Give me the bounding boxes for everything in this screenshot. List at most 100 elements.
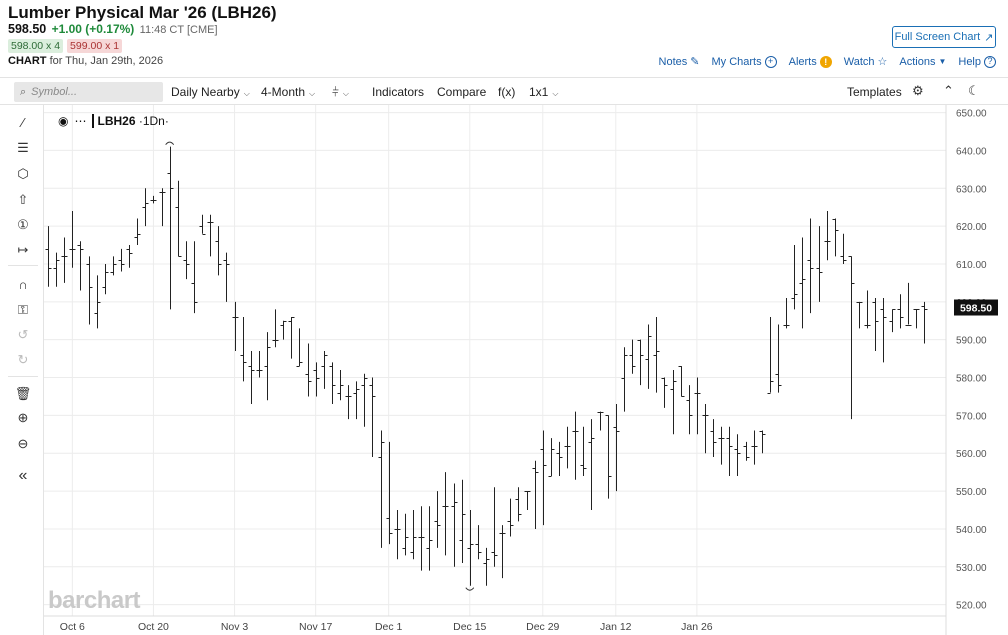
- ohlc-bar: [183, 241, 190, 280]
- dark-mode-icon[interactable]: ☾: [968, 83, 980, 98]
- ohlc-bar: [61, 237, 68, 283]
- eye-icon[interactable]: ◉: [58, 114, 69, 128]
- symbol-search-input[interactable]: ⌕ Symbol...: [14, 82, 163, 102]
- ohlc-bar: [248, 351, 255, 405]
- collapse-sidebar-icon[interactable]: «: [18, 467, 28, 484]
- compare-button[interactable]: Compare: [437, 85, 487, 99]
- more-icon[interactable]: ⋯: [74, 114, 87, 128]
- search-icon: ⌕: [20, 85, 27, 98]
- notes-link[interactable]: Notes ✎: [659, 55, 700, 69]
- y-tick-label: 540.00: [956, 525, 987, 536]
- fx-button[interactable]: f(x): [498, 85, 516, 99]
- ohlc-bar: [467, 510, 474, 586]
- number-tool-icon[interactable]: ①: [17, 217, 29, 232]
- ask-badge: 599.00 x 1: [67, 39, 123, 53]
- ohlc-bar: [734, 434, 741, 476]
- chevron-down-icon: ⌵: [243, 89, 250, 98]
- caret-down-icon: ▼: [938, 57, 947, 66]
- quote-time: 11:48 CT [CME]: [139, 24, 218, 36]
- interval-dropdown[interactable]: Daily Nearby ⌵: [171, 85, 250, 99]
- ohlc-bar: [743, 441, 750, 461]
- price-chart[interactable]: 520.00 530.00 540.00 550.00 560.00 570.00 580.…: [44, 105, 1008, 635]
- ohlc-bar: [134, 218, 141, 246]
- ohlc-bar: [540, 430, 547, 526]
- trash-icon[interactable]: 🗑︎: [14, 386, 32, 401]
- ohlc-bar: [272, 309, 279, 348]
- y-tick-label: 580.00: [956, 374, 987, 385]
- ohlc-bar: [369, 377, 376, 458]
- ohlc-bar: [426, 506, 433, 571]
- chart-label: CHART: [8, 55, 47, 67]
- ohlc-bar: [872, 298, 879, 352]
- ohlc-bar: [378, 430, 385, 548]
- ohlc-bar: [905, 282, 912, 326]
- alerts-label: Alerts: [788, 55, 817, 68]
- ohlc-bar: [832, 218, 839, 257]
- zoom-in-icon[interactable]: ⊕: [17, 410, 29, 425]
- undo-icon[interactable]: ↺: [17, 327, 29, 342]
- ohlc-bar: [556, 441, 563, 476]
- ohlc-bar: [621, 347, 628, 412]
- full-screen-chart-button[interactable]: Full Screen Chart ↗: [892, 26, 996, 48]
- ohlc-bar: [775, 324, 782, 393]
- page-title: Lumber Physical Mar '26 (LBH26): [8, 3, 277, 22]
- ohlc-bar: [507, 498, 514, 537]
- ohlc-bar: [110, 256, 117, 276]
- ohlc-bar: [807, 218, 814, 314]
- watch-link[interactable]: Watch ☆: [844, 55, 888, 69]
- redo-icon[interactable]: ↻: [17, 352, 29, 367]
- alert-icon: !: [819, 55, 832, 68]
- indicators-button[interactable]: Indicators: [372, 85, 425, 99]
- ohlc-bar: [77, 241, 84, 291]
- ohlc-bar: [118, 248, 125, 272]
- y-tick-label: 620.00: [956, 222, 987, 233]
- collapse-up-icon[interactable]: ⌃: [943, 83, 954, 98]
- ohlc-bar: [726, 426, 733, 476]
- range-dropdown[interactable]: 4-Month ⌵: [261, 85, 315, 99]
- alerts-link[interactable]: Alerts !: [788, 55, 832, 68]
- arrow-tool-icon[interactable]: ⇧: [17, 192, 29, 207]
- x-tick-label: Nov 17: [299, 621, 332, 633]
- ohlc-bar: [678, 366, 685, 397]
- x-tick-label: Oct 20: [138, 621, 169, 633]
- shape-tool-icon[interactable]: ⬡: [17, 166, 29, 181]
- fib-tool-icon[interactable]: ☰: [17, 140, 29, 155]
- search-placeholder: Symbol...: [31, 86, 78, 98]
- ohlc-bar: [459, 479, 466, 564]
- ohlc-bar: [548, 438, 555, 477]
- high-marker: [165, 141, 175, 145]
- chart-date-label: CHART for Thu, Jan 29th, 2026: [8, 55, 163, 67]
- ohlc-bar: [53, 252, 60, 287]
- price-change: +1.00 (+0.17%): [51, 22, 135, 36]
- full-screen-label: Full Screen Chart: [894, 31, 981, 43]
- bar-type-dropdown[interactable]: ⫩ ⌵: [332, 85, 349, 100]
- ohlc-bar: [69, 210, 76, 268]
- ohlc-bar: [597, 411, 604, 431]
- chart-area[interactable]: 520.00 530.00 540.00 550.00 560.00 570.00 580.…: [44, 105, 1008, 635]
- help-link[interactable]: Help ?: [958, 55, 996, 68]
- ohlc-bar: [394, 510, 401, 560]
- line-tool-icon[interactable]: ∕: [21, 114, 25, 130]
- layout-dropdown[interactable]: 1x1 ⌵: [529, 85, 558, 99]
- settings-gear-icon[interactable]: ⚙: [912, 83, 924, 98]
- star-icon: ☆: [877, 56, 888, 68]
- ohlc-bars-icon: ⫩: [332, 85, 339, 99]
- ohlc-bar: [386, 441, 393, 545]
- ohlc-bar: [451, 483, 458, 567]
- ohlc-bar: [434, 491, 441, 548]
- ohlc-bar: [913, 309, 920, 329]
- last-price-label: 598.50: [960, 303, 992, 315]
- ohlc-bar: [880, 298, 887, 363]
- ohlc-bar: [637, 339, 644, 386]
- ohlc-bar: [126, 245, 133, 268]
- lock-icon[interactable]: ⚿: [18, 302, 28, 317]
- ohlc-bar: [442, 472, 449, 556]
- zoom-out-icon[interactable]: ⊖: [17, 436, 29, 451]
- actions-menu[interactable]: Actions ▼: [899, 56, 946, 68]
- ohlc-bar: [321, 351, 328, 389]
- magnet-icon[interactable]: ∩: [18, 276, 28, 292]
- my-charts-link[interactable]: My Charts +: [711, 55, 777, 68]
- ohlc-bar: [240, 316, 247, 382]
- templates-button[interactable]: Templates: [847, 85, 902, 99]
- measure-tool-icon[interactable]: ↦: [17, 242, 29, 257]
